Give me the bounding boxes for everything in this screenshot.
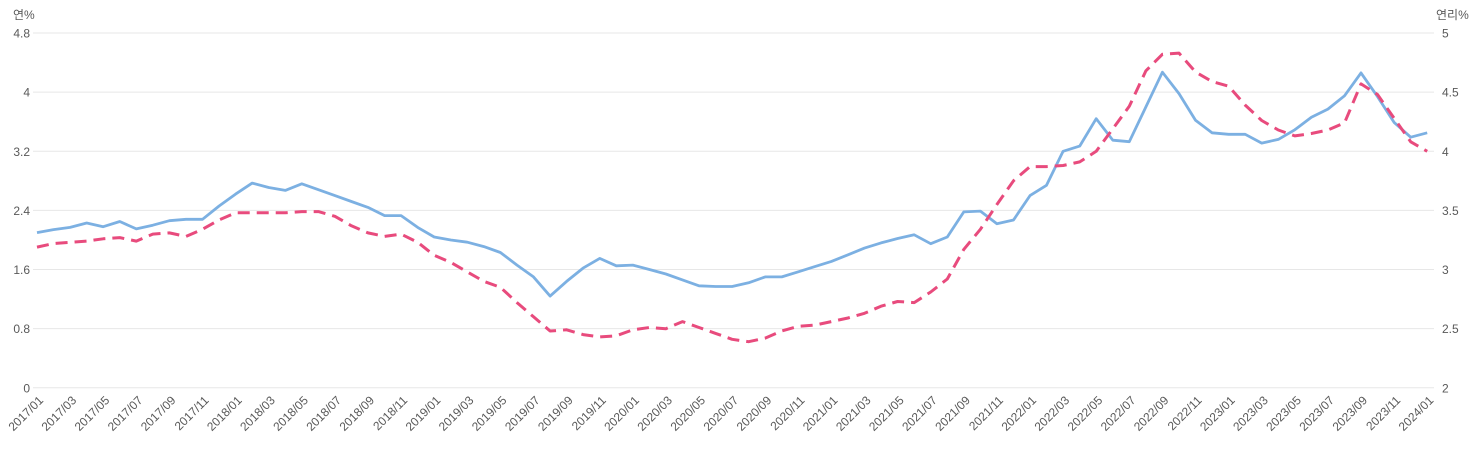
x-tick-label: 2020/01 <box>601 393 642 434</box>
x-tick-label: 2020/03 <box>634 393 675 434</box>
left-tick-label: 4 <box>23 86 30 100</box>
left-tick-label: 0.8 <box>13 322 30 336</box>
x-tick-label: 2021/09 <box>932 393 973 434</box>
x-tick-label: 2023/07 <box>1296 393 1337 434</box>
x-tick-label: 2018/03 <box>237 393 278 434</box>
x-tick-label: 2020/11 <box>767 393 807 433</box>
x-tick-label: 2023/05 <box>1263 393 1304 434</box>
right-tick-label: 4 <box>1442 145 1449 159</box>
x-tick-label: 2018/11 <box>370 393 410 433</box>
x-tick-label: 2022/05 <box>1065 393 1106 434</box>
x-tick-label: 2023/03 <box>1230 393 1271 434</box>
x-tick-label: 2017/03 <box>39 393 80 434</box>
x-tick-label: 2017/11 <box>172 393 212 433</box>
x-tick-label: 2018/07 <box>303 393 344 434</box>
x-tick-label: 2019/11 <box>569 393 609 433</box>
right-axis-title: 연리% <box>1436 8 1469 22</box>
x-tick-label: 2022/07 <box>1098 393 1139 434</box>
x-tick-label: 2018/05 <box>270 393 311 434</box>
x-tick-label: 2017/07 <box>105 393 146 434</box>
left-tick-label: 0 <box>23 381 30 395</box>
x-tick-label: 2020/05 <box>668 393 709 434</box>
x-tick-label: 2019/01 <box>403 393 444 434</box>
x-tick-label: 2017/09 <box>138 393 179 434</box>
x-tick-label: 2022/03 <box>1032 393 1073 434</box>
x-tick-label: 2020/07 <box>701 393 742 434</box>
x-tick-label: 2022/09 <box>1131 393 1172 434</box>
x-tick-label: 2024/01 <box>1396 393 1437 434</box>
series-line-right <box>36 51 1428 344</box>
x-axis-labels: 2017/012017/032017/052017/072017/092017/… <box>6 393 1437 434</box>
x-tick-label: 2019/07 <box>502 393 543 434</box>
right-tick-label: 2 <box>1442 381 1449 395</box>
x-tick-label: 2018/01 <box>204 393 245 434</box>
x-tick-label: 2018/09 <box>337 393 378 434</box>
x-tick-label: 2020/09 <box>734 393 775 434</box>
right-axis-tick-labels: 5 4.5 4 3.5 3 2.5 2 <box>1442 27 1459 396</box>
series-line-left <box>36 70 1428 298</box>
right-tick-label: 5 <box>1442 27 1449 41</box>
x-tick-label: 2021/01 <box>800 393 841 434</box>
x-tick-label: 2023/01 <box>1197 393 1238 434</box>
x-tick-label: 2021/03 <box>833 393 874 434</box>
left-tick-label: 2.4 <box>13 204 30 218</box>
left-axis-tick-labels: 4.8 4 3.2 2.4 1.6 0.8 0 <box>13 27 30 396</box>
x-tick-label: 2023/09 <box>1330 393 1371 434</box>
left-tick-label: 4.8 <box>13 27 30 41</box>
right-tick-label: 3 <box>1442 263 1449 277</box>
right-tick-label: 4.5 <box>1442 86 1459 100</box>
left-axis-title: 연% <box>13 8 35 22</box>
x-tick-label: 2017/01 <box>6 393 47 434</box>
x-tick-label: 2023/11 <box>1363 393 1403 433</box>
x-tick-label: 2019/05 <box>469 393 510 434</box>
x-tick-label: 2021/05 <box>866 393 907 434</box>
x-tick-label: 2017/05 <box>72 393 113 434</box>
x-tick-label: 2019/09 <box>535 393 576 434</box>
x-tick-label: 2022/01 <box>999 393 1040 434</box>
x-tick-label: 2021/07 <box>899 393 940 434</box>
x-tick-label: 2019/03 <box>436 393 477 434</box>
right-tick-label: 3.5 <box>1442 204 1459 218</box>
left-tick-label: 3.2 <box>13 145 30 159</box>
gridlines <box>33 32 1434 389</box>
x-tick-label: 2022/11 <box>1165 393 1205 433</box>
right-tick-label: 2.5 <box>1442 322 1459 336</box>
left-tick-label: 1.6 <box>13 263 30 277</box>
x-tick-label: 2021/11 <box>966 393 1006 433</box>
